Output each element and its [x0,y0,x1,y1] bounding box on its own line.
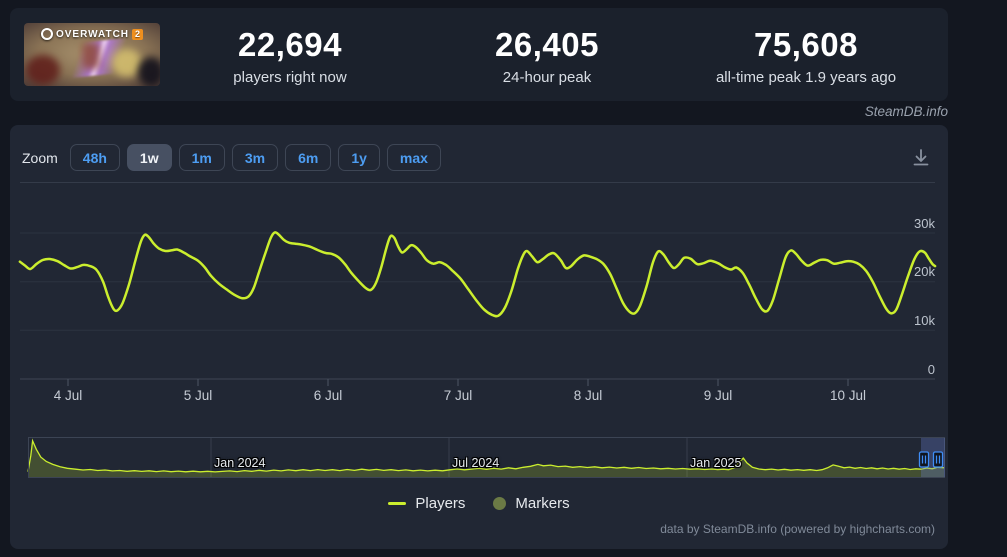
navigator-series-line [27,438,946,473]
zoom-button-6m[interactable]: 6m [285,144,332,171]
legend-item-markers[interactable]: Markers [493,495,570,512]
steamdb-watermark: SteamDB.info [864,104,948,119]
game-capsule-image[interactable]: OVERWATCH 2 [24,23,160,86]
x-tick-7jul: 7 Jul [443,388,473,403]
zoom-button-1w[interactable]: 1w [126,144,172,171]
players-now-caption: players right now [233,69,347,86]
nav-tick-jan2024: Jan 2024 [214,456,266,470]
markers-circle-swatch [493,497,507,510]
peak-24h-value: 26,405 [495,26,599,63]
x-tick-10jul: 10 Jul [829,388,867,403]
x-axis-ticks [67,379,849,386]
x-tick-5jul: 5 Jul [183,388,213,403]
navigator-handle-right[interactable] [932,451,944,468]
overwatch-2-badge: 2 [132,28,144,40]
navigator-area-fill [28,440,945,478]
overwatch-emblem-icon [40,28,53,40]
zoom-button-3m[interactable]: 3m [231,144,279,171]
legend-players-label: Players [415,495,466,512]
nav-tick-jul2024: Jul 2024 [452,456,500,470]
overwatch-logo: OVERWATCH 2 [24,28,160,40]
y-gridlines [20,232,935,331]
range-navigator[interactable] [27,437,946,478]
navigator-frame [28,437,945,478]
all-time-peak-caption: all-time peak 1.9 years ago [715,69,897,86]
chart-panel: Zoom 48h 1w 1m 3m 6m 1y max 30k 20k 10k … [10,125,948,549]
navigator-handles[interactable] [918,451,944,468]
banner-character-robot [112,49,142,77]
players-chart[interactable] [10,125,948,549]
all-time-peak-value: 75,608 [754,26,858,63]
stat-players-now: 22,694 players right now [140,28,440,86]
stats-panel: OVERWATCH 2 22,694 players right now 26,… [10,8,948,101]
download-icon[interactable] [909,146,933,170]
players-series-line[interactable] [18,231,937,318]
legend-item-players[interactable]: Players [388,495,465,512]
y-tick-10k: 10k [914,313,935,328]
banner-character-right [138,57,160,86]
zoom-toolbar: Zoom 48h 1w 1m 3m 6m 1y max [22,144,441,171]
x-tick-9jul: 9 Jul [703,388,733,403]
banner-arena-tower [82,43,100,69]
navigator-handle-left[interactable] [918,451,930,468]
y-tick-30k: 30k [914,216,935,231]
zoom-button-1m[interactable]: 1m [178,144,225,171]
y-tick-0: 0 [927,362,935,377]
players-line-swatch [388,502,407,505]
chart-legend: Players Markers [10,495,948,512]
stat-all-time-peak: 75,608 all-time peak 1.9 years ago [656,28,956,86]
stat-24h-peak: 26,405 24-hour peak [397,28,697,86]
x-tick-8jul: 8 Jul [573,388,603,403]
x-tick-4jul: 4 Jul [53,388,83,403]
zoom-button-48h[interactable]: 48h [69,144,120,171]
toolbar-separator [20,182,935,183]
zoom-button-1y[interactable]: 1y [338,144,380,171]
zoom-button-max[interactable]: max [386,144,441,171]
overwatch-wordmark: OVERWATCH [55,28,130,40]
peak-24h-caption: 24-hour peak [502,69,592,86]
nav-tick-jan2025: Jan 2025 [690,456,742,470]
x-tick-6jul: 6 Jul [313,388,343,403]
banner-character-left [26,55,60,85]
zoom-label: Zoom [22,149,58,166]
y-tick-20k: 20k [914,264,935,279]
highcharts-credit: data by SteamDB.info (powered by highcha… [660,522,935,536]
legend-markers-label: Markers [515,495,570,512]
players-now-value: 22,694 [238,26,342,63]
